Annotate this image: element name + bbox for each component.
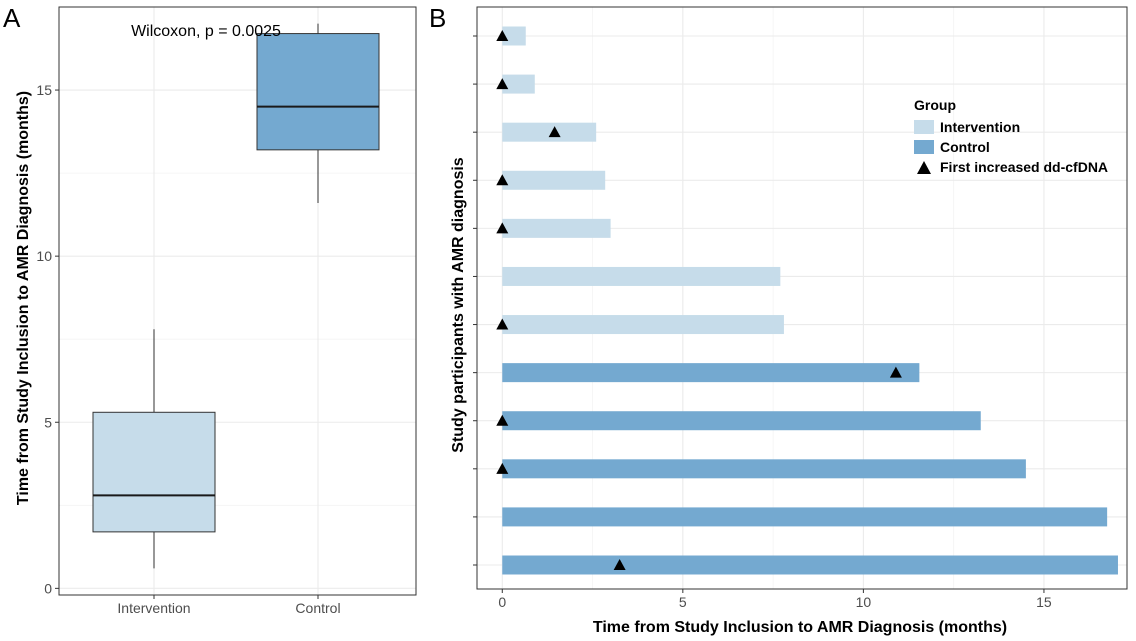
legend-title: Group bbox=[914, 97, 956, 113]
panel-b-x-axis: 0 5 10 15 bbox=[498, 589, 1052, 610]
legend-swatch-intervention bbox=[914, 120, 934, 134]
panel-a-y-tick-label: 15 bbox=[36, 82, 52, 98]
panel-b-x-tick-label: 15 bbox=[1036, 594, 1052, 610]
bar-intervention bbox=[502, 218, 611, 238]
bar-control bbox=[502, 555, 1118, 575]
panel-a-y-axis-title: Time from Study Inclusion to AMR Diagnos… bbox=[15, 91, 32, 505]
panel-b-y-axis-title: Study participants with AMR diagnosis bbox=[450, 157, 467, 453]
bar-intervention bbox=[502, 170, 606, 190]
bar-intervention bbox=[502, 26, 526, 46]
panel-b-label: B bbox=[429, 3, 446, 33]
panel-a-boxes bbox=[92, 23, 380, 569]
legend: Group Intervention Control First increased… bbox=[914, 97, 1108, 175]
marker-first-increased-dd-cfdna bbox=[496, 78, 509, 90]
panel-b-x-tick-label: 10 bbox=[856, 594, 872, 610]
panel-b-x-tick-label: 5 bbox=[679, 594, 687, 610]
panel-a-y-tick-label: 10 bbox=[36, 248, 52, 264]
panel-b-y-axis bbox=[473, 35, 477, 566]
panel-b-markers bbox=[496, 30, 902, 570]
marker-first-increased-dd-cfdna bbox=[496, 174, 509, 186]
wilcoxon-annotation: Wilcoxon, p = 0.0025 bbox=[131, 23, 281, 40]
panel-b-x-axis-title: Time from Study Inclusion to AMR Diagnos… bbox=[593, 619, 1007, 636]
panel-a-label: A bbox=[3, 3, 21, 33]
bar-control bbox=[502, 459, 1026, 479]
bar-control bbox=[502, 363, 920, 383]
box-body bbox=[256, 33, 380, 151]
bar-control bbox=[502, 507, 1108, 527]
legend-item-label: First increased dd-cfDNA bbox=[940, 159, 1108, 175]
panel-a-x-axis: Intervention Control bbox=[117, 595, 341, 616]
legend-triangle-icon bbox=[917, 161, 931, 174]
marker-first-increased-dd-cfdna bbox=[613, 559, 626, 570]
panel-a-y-tick-label: 5 bbox=[44, 414, 52, 430]
legend-item-label: Control bbox=[940, 139, 990, 155]
legend-swatch-control bbox=[914, 140, 934, 154]
bar-intervention bbox=[502, 266, 781, 286]
box-control bbox=[256, 23, 380, 203]
marker-first-increased-dd-cfdna bbox=[496, 318, 509, 330]
bar-intervention bbox=[502, 74, 535, 94]
panel-b-frame bbox=[476, 6, 1128, 590]
legend-item-label: Intervention bbox=[940, 119, 1020, 135]
panel-a-y-axis: 0 5 10 15 bbox=[36, 82, 59, 596]
marker-first-increased-dd-cfdna bbox=[496, 30, 509, 41]
marker-first-increased-dd-cfdna bbox=[496, 462, 509, 474]
panel-b-background bbox=[477, 7, 1127, 589]
panel-b-bar-chart: 0 5 10 15 Time from Study Inclusion to AMR … bbox=[450, 6, 1128, 636]
box-intervention bbox=[92, 329, 216, 569]
panel-a-y-tick-label: 0 bbox=[44, 580, 52, 596]
panel-a-boxplot: 0 5 10 15 Intervention Control Wilcoxon, p =… bbox=[15, 6, 417, 616]
box-body bbox=[92, 411, 216, 533]
bar-intervention bbox=[502, 122, 597, 142]
marker-first-increased-dd-cfdna bbox=[548, 126, 561, 138]
marker-first-increased-dd-cfdna bbox=[496, 414, 509, 426]
marker-first-increased-dd-cfdna bbox=[889, 366, 902, 378]
panel-b-x-tick-label: 0 bbox=[498, 594, 506, 610]
panel-a-x-tick-label: Control bbox=[295, 600, 340, 616]
panel-b-bars bbox=[502, 26, 1118, 575]
panel-a-frame bbox=[58, 6, 417, 596]
panel-b-gridlines bbox=[477, 7, 1127, 589]
panel-a-x-tick-label: Intervention bbox=[117, 600, 190, 616]
bar-control bbox=[502, 411, 981, 431]
bar-intervention bbox=[502, 315, 784, 335]
marker-first-increased-dd-cfdna bbox=[496, 222, 509, 234]
